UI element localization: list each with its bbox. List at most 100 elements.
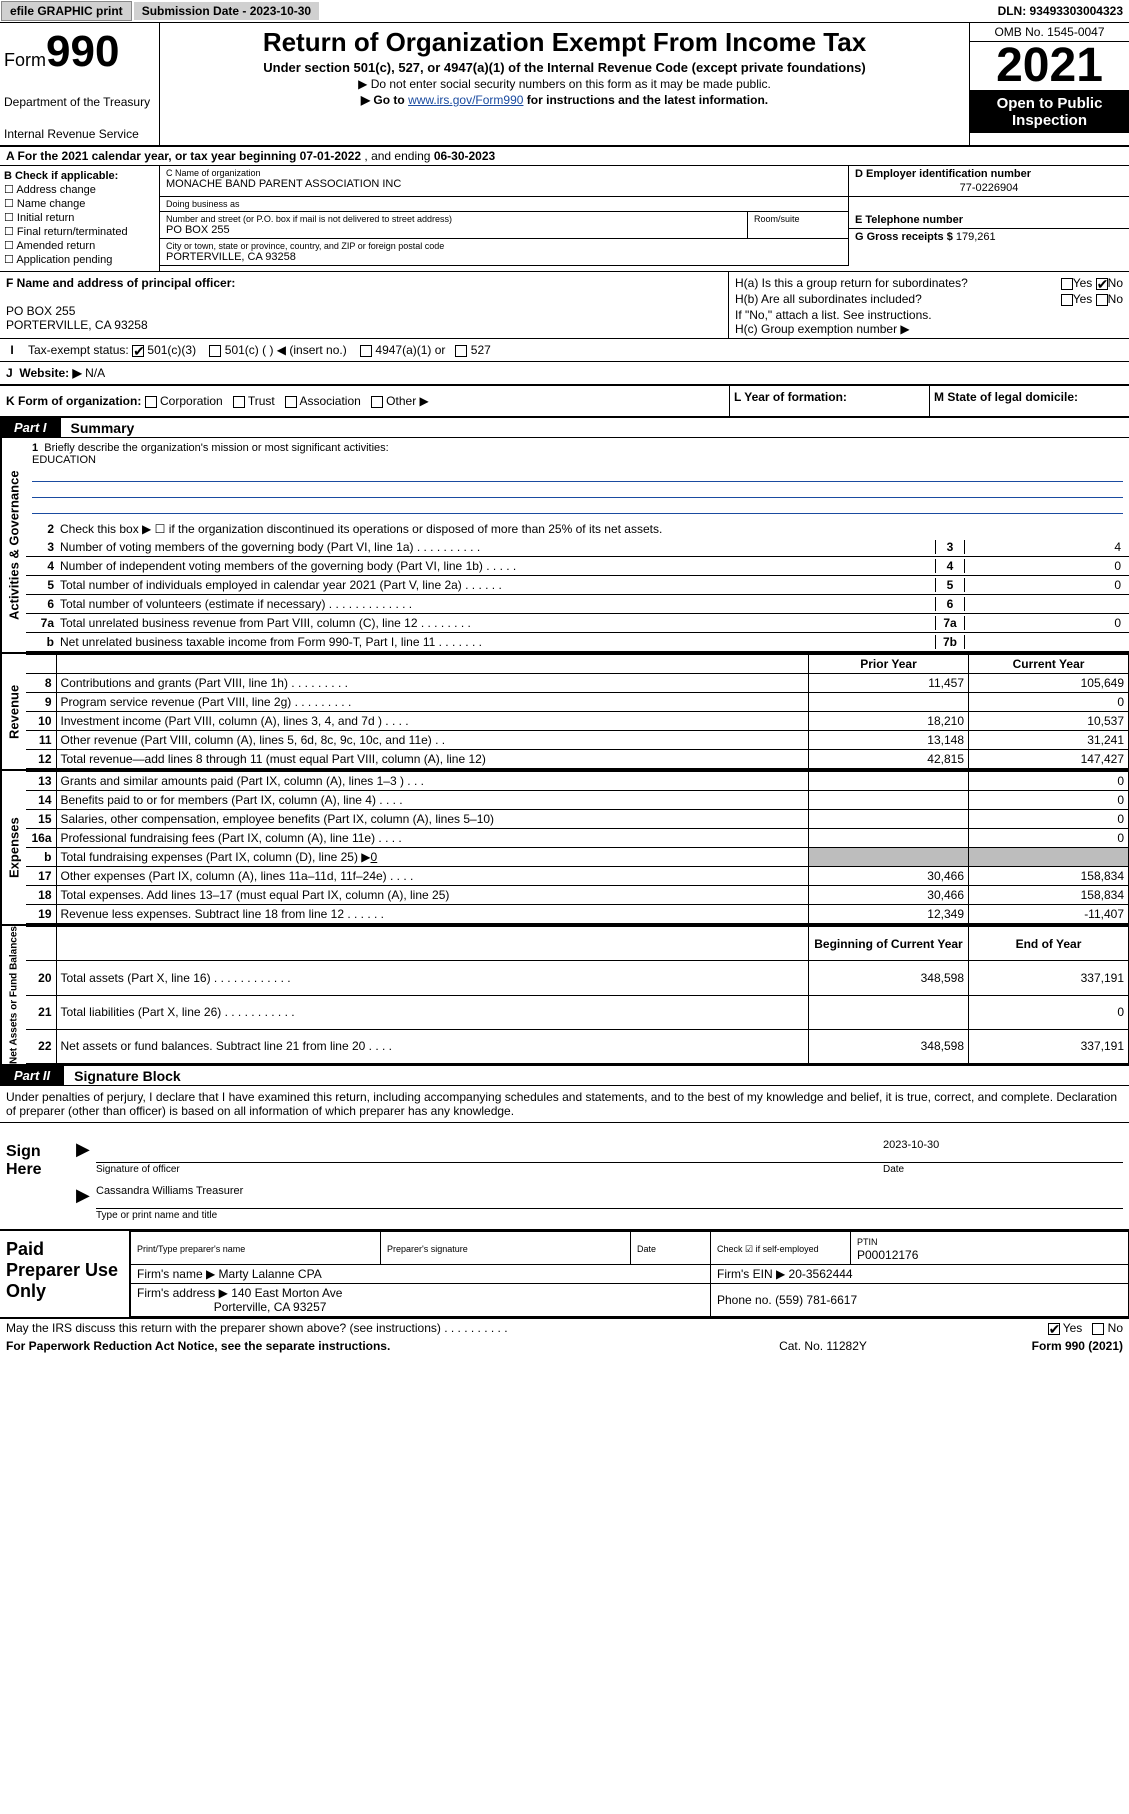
cy8: 105,649 <box>969 674 1129 693</box>
b-label: B Check if applicable: <box>4 170 118 182</box>
hb-no[interactable] <box>1096 294 1108 306</box>
l16b-val: 0 <box>371 850 378 864</box>
city-box: City or town, state or province, country… <box>160 239 848 266</box>
irs-link[interactable]: www.irs.gov/Form990 <box>408 93 523 107</box>
col-current-year: Current Year <box>969 655 1129 674</box>
hb-note: If "No," attach a list. See instructions… <box>735 308 1123 322</box>
part1-header: Part I Summary <box>0 418 1129 438</box>
org-name: MONACHE BAND PARENT ASSOCIATION INC <box>166 178 842 190</box>
i-501c[interactable] <box>209 345 221 357</box>
m-state: M State of legal domicile: <box>929 386 1129 416</box>
paid-preparer-block: Paid Preparer Use Only Print/Type prepar… <box>0 1231 1129 1319</box>
may-yes[interactable] <box>1048 1323 1060 1335</box>
note-link: ▶ Go to www.irs.gov/Form990 for instruct… <box>164 93 965 107</box>
form-header: Form990 Department of the Treasury Inter… <box>0 23 1129 147</box>
i-501c3[interactable] <box>132 345 144 357</box>
form-ref: Form 990 (2021) <box>923 1339 1123 1353</box>
g-label: G Gross receipts $ <box>855 231 953 243</box>
sig-name-value: Cassandra Williams Treasurer <box>96 1185 1123 1206</box>
sig-date-value: 2023-10-30 <box>883 1139 1123 1160</box>
cy9: 0 <box>969 693 1129 712</box>
cb-address-change[interactable]: ☐ Address change <box>4 183 155 196</box>
col-end-year: End of Year <box>969 927 1129 961</box>
preparer-table: Print/Type preparer's name Preparer's si… <box>130 1231 1129 1317</box>
l-label: L Year of formation: <box>734 390 847 404</box>
expenses-table: 13Grants and similar amounts paid (Part … <box>26 771 1129 924</box>
sig-arrow-icon: ▶ <box>76 1139 96 1160</box>
firm-addr1: 140 East Morton Ave <box>231 1286 342 1300</box>
row-klm: K Form of organization: Corporation Trus… <box>0 386 1129 418</box>
tax-year: 2021 <box>970 42 1129 91</box>
cb-application-pending[interactable]: ☐ Application pending <box>4 253 155 266</box>
l9: Program service revenue (Part VIII, line… <box>56 693 809 712</box>
col-c: C Name of organization MONACHE BAND PARE… <box>160 166 1129 271</box>
cb-final-return[interactable]: ☐ Final return/terminated <box>4 225 155 238</box>
department: Department of the Treasury <box>4 95 155 109</box>
k-corp[interactable] <box>145 396 157 408</box>
city-value: PORTERVILLE, CA 93258 <box>166 251 842 263</box>
firm-ein: 20-3562444 <box>789 1267 853 1281</box>
k-trust-label: Trust <box>248 394 275 408</box>
col-prior-year: Prior Year <box>809 655 969 674</box>
py11: 13,148 <box>809 731 969 750</box>
ha-no[interactable] <box>1096 278 1108 290</box>
k-other[interactable] <box>371 396 383 408</box>
k-label: K Form of organization: <box>6 394 141 408</box>
gross-receipts: 179,261 <box>956 231 996 243</box>
col-b-checkboxes: B Check if applicable: ☐ Address change … <box>0 166 160 271</box>
e20: 337,191 <box>969 961 1129 995</box>
col-begin-year: Beginning of Current Year <box>809 927 969 961</box>
cy14: 0 <box>969 791 1129 810</box>
block-fh: F Name and address of principal officer:… <box>0 272 1129 339</box>
py17: 30,466 <box>809 867 969 886</box>
mission-value: EDUCATION <box>32 454 96 466</box>
cy11: 31,241 <box>969 731 1129 750</box>
may-yes-label: Yes <box>1063 1321 1083 1335</box>
may-no[interactable] <box>1092 1323 1104 1335</box>
l1-text: Briefly describe the organization's miss… <box>44 442 388 454</box>
k-trust[interactable] <box>233 396 245 408</box>
i-4947[interactable] <box>360 345 372 357</box>
part1-title: Summary <box>61 420 135 436</box>
efile-print-button[interactable]: efile GRAPHIC print <box>1 1 132 21</box>
vtab-activities: Activities & Governance <box>0 438 26 652</box>
prep-sig-label: Preparer's signature <box>387 1244 468 1254</box>
hb-yes[interactable] <box>1061 294 1073 306</box>
i-body: Tax-exempt status: 501(c)(3) 501(c) ( ) … <box>24 339 1129 361</box>
py19: 12,349 <box>809 905 969 924</box>
cb-name-change[interactable]: ☐ Name change <box>4 197 155 210</box>
paid-preparer-label: Paid Preparer Use Only <box>0 1231 130 1317</box>
may-no-label: No <box>1108 1321 1123 1335</box>
l12: Total revenue—add lines 8 through 11 (mu… <box>56 750 809 769</box>
cb-initial-return[interactable]: ☐ Initial return <box>4 211 155 224</box>
v7b <box>965 635 1125 649</box>
f-line1: PO BOX 255 <box>6 304 75 318</box>
row-a-end: 06-30-2023 <box>434 149 495 163</box>
cb-amended-return[interactable]: ☐ Amended return <box>4 239 155 252</box>
l11: Other revenue (Part VIII, column (A), li… <box>56 731 809 750</box>
v4: 0 <box>965 559 1125 573</box>
cat-no: Cat. No. 11282Y <box>723 1339 923 1353</box>
may-discuss-text: May the IRS discuss this return with the… <box>6 1321 823 1335</box>
pra-notice: For Paperwork Reduction Act Notice, see … <box>6 1339 723 1353</box>
l8: Contributions and grants (Part VIII, lin… <box>56 674 809 693</box>
dln: DLN: 93493303004323 <box>998 4 1129 18</box>
k-assoc[interactable] <box>285 396 297 408</box>
cy15: 0 <box>969 810 1129 829</box>
ha-yes[interactable] <box>1061 278 1073 290</box>
b21 <box>809 995 969 1029</box>
i-527[interactable] <box>455 345 467 357</box>
l7a: Total unrelated business revenue from Pa… <box>60 616 935 630</box>
vtab-expenses: Expenses <box>0 771 26 924</box>
firm-name: Marty Lalanne CPA <box>219 1267 322 1281</box>
f-principal-officer: F Name and address of principal officer:… <box>0 272 729 338</box>
room-label: Room/suite <box>754 214 842 224</box>
header-left: Form990 Department of the Treasury Inter… <box>0 23 160 145</box>
section-revenue: Revenue Prior YearCurrent Year 8Contribu… <box>0 654 1129 771</box>
hb-no-label: No <box>1108 292 1123 306</box>
row-i: I Tax-exempt status: 501(c)(3) 501(c) ( … <box>0 339 1129 362</box>
ptin-value: P00012176 <box>857 1248 918 1262</box>
firm-name-label: Firm's name ▶ <box>137 1267 215 1281</box>
l2: Check this box ▶ ☐ if the organization d… <box>60 522 1125 536</box>
sign-here-block: Sign Here ▶ 2023-10-30 Signature of offi… <box>0 1123 1129 1231</box>
